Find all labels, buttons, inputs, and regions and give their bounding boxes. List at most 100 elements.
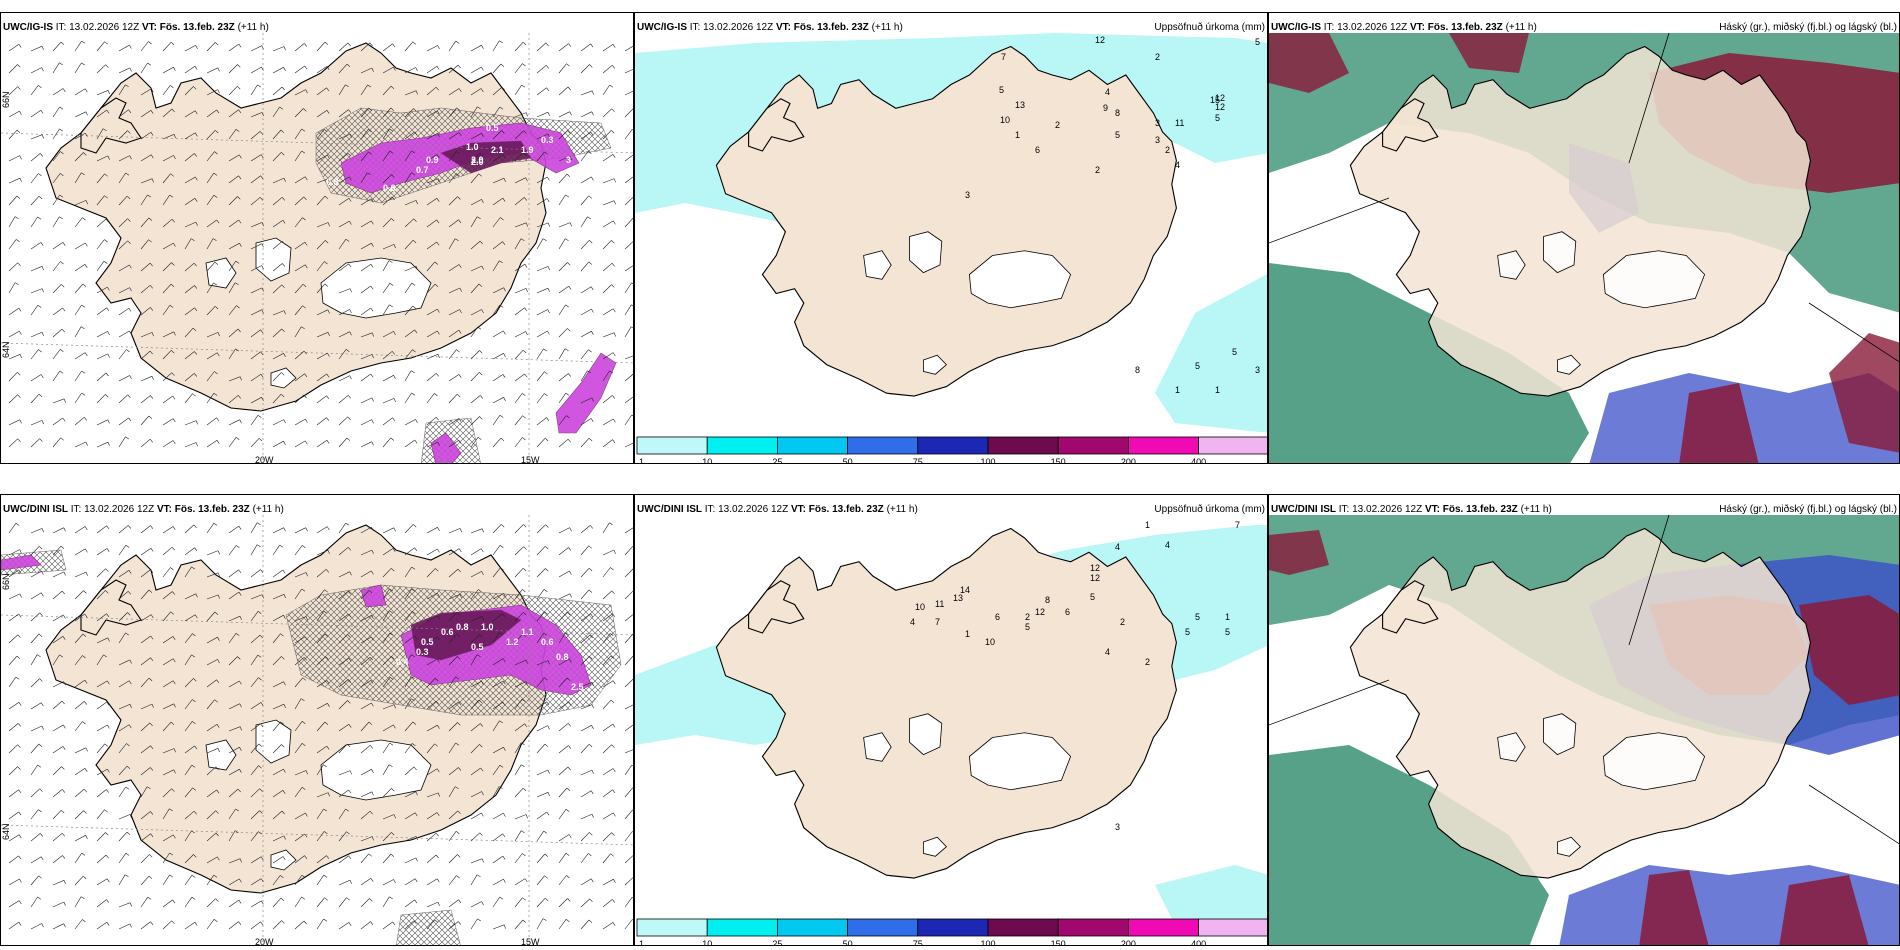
wind-barb <box>96 768 108 776</box>
wind-barb <box>360 107 370 118</box>
panel-cloud-dini: UWC/DINI ISL IT: 13.02.2026 12Z VT: Fös.… <box>1268 494 1900 946</box>
wind-barb <box>8 878 20 886</box>
wind-barb <box>382 588 390 600</box>
wind-barb-feather <box>61 590 65 595</box>
wind-barb-feather <box>324 261 328 265</box>
wind-barb-feather <box>194 198 198 202</box>
wind-barb <box>118 240 128 250</box>
wind-barb <box>514 373 525 382</box>
wind-barb-feather <box>348 789 352 794</box>
wind-barb-feather <box>324 283 328 287</box>
wind-barb <box>492 613 503 622</box>
wind-barb-feather <box>502 374 506 378</box>
wind-barb <box>470 548 482 556</box>
wind-barb <box>118 44 130 52</box>
wind-barb <box>580 898 591 908</box>
wind-barb <box>272 106 280 118</box>
wind-barb <box>294 150 302 162</box>
wind-barb-feather <box>327 792 330 797</box>
rate-label: 0.5 <box>421 637 434 647</box>
wind-barb-feather <box>544 743 549 747</box>
wind-barb <box>294 264 306 272</box>
wind-barb <box>74 172 82 184</box>
cloud-layer <box>1449 33 1529 73</box>
precip-value: 15 <box>1210 95 1220 105</box>
wind-barb-feather <box>283 681 286 686</box>
wind-barb-feather <box>525 112 528 117</box>
wind-barb <box>140 921 151 930</box>
wind-barb <box>96 568 106 578</box>
wind-barb-feather <box>569 570 572 575</box>
wind-barb <box>492 177 505 184</box>
wind-barb <box>250 397 262 404</box>
wind-barb <box>140 438 151 448</box>
wind-barb <box>8 239 17 250</box>
wind-barb-feather <box>613 418 616 423</box>
wind-barb-feather <box>60 151 64 155</box>
wind-barb <box>514 659 527 666</box>
wind-barb-feather <box>437 110 440 115</box>
wind-barb <box>272 594 285 600</box>
wind-barb-feather <box>40 702 44 707</box>
wind-barb <box>426 700 437 710</box>
precip-value: 5 <box>1025 622 1030 632</box>
wind-barb <box>580 545 589 556</box>
precip-value: 4 <box>1165 540 1170 550</box>
wind-barb <box>624 545 633 556</box>
wind-barb-feather <box>129 659 132 664</box>
wind-barb-feather <box>348 263 352 268</box>
wind-barb-feather <box>415 67 418 72</box>
glacier <box>909 713 943 756</box>
wind-barb-feather <box>170 85 174 89</box>
wind-barb <box>294 616 307 622</box>
wind-barb <box>338 331 350 338</box>
wind-barb <box>140 194 148 206</box>
wind-barb-feather <box>129 287 132 292</box>
wind-barb <box>316 66 328 74</box>
wind-barb <box>30 856 42 864</box>
wind-barb-feather <box>438 792 440 797</box>
wind-barb <box>382 853 392 864</box>
wind-barb-feather <box>85 835 88 839</box>
wind-barb-feather <box>503 330 506 335</box>
wind-barb <box>382 283 391 294</box>
wind-barb <box>558 809 567 820</box>
wind-barb <box>250 921 261 930</box>
wind-barb <box>448 722 458 732</box>
wind-barb-feather <box>104 809 108 813</box>
wind-barb-feather <box>150 921 154 926</box>
wind-barb <box>536 743 546 754</box>
wind-barb <box>404 200 417 206</box>
wind-barb-feather <box>588 349 592 353</box>
wind-barb-feather <box>103 654 107 658</box>
wind-barb <box>470 437 479 448</box>
wind-barb <box>360 526 372 534</box>
wind-barb <box>294 875 303 886</box>
wind-barb <box>624 90 633 96</box>
wind-barb <box>404 108 414 118</box>
wind-barb-feather <box>437 330 440 335</box>
wind-barb <box>184 678 194 688</box>
wind-barb <box>294 326 302 338</box>
wind-barb-feather <box>326 87 330 92</box>
rate-label: 1.0 <box>481 622 494 632</box>
wind-barb <box>206 195 215 206</box>
wind-barb <box>426 548 438 556</box>
precip-value: 11 <box>935 599 944 609</box>
wind-barb-feather <box>81 370 86 374</box>
wind-barb-feather <box>326 680 330 684</box>
wind-barb <box>316 110 328 118</box>
wind-barb-feather <box>127 591 132 595</box>
wind-barb <box>272 219 284 228</box>
iceland-landmass <box>715 45 1177 397</box>
wind-barb-feather <box>591 397 594 402</box>
wind-barb <box>140 657 151 666</box>
wind-barb <box>602 853 611 864</box>
wind-barb-feather <box>170 283 175 288</box>
wind-barb-feather <box>194 351 198 355</box>
wind-barb <box>536 811 547 820</box>
wind-barb-feather <box>129 264 132 269</box>
wind-barb <box>184 524 195 534</box>
precip-rate-area <box>430 432 462 463</box>
wind-barb-feather <box>611 108 615 112</box>
